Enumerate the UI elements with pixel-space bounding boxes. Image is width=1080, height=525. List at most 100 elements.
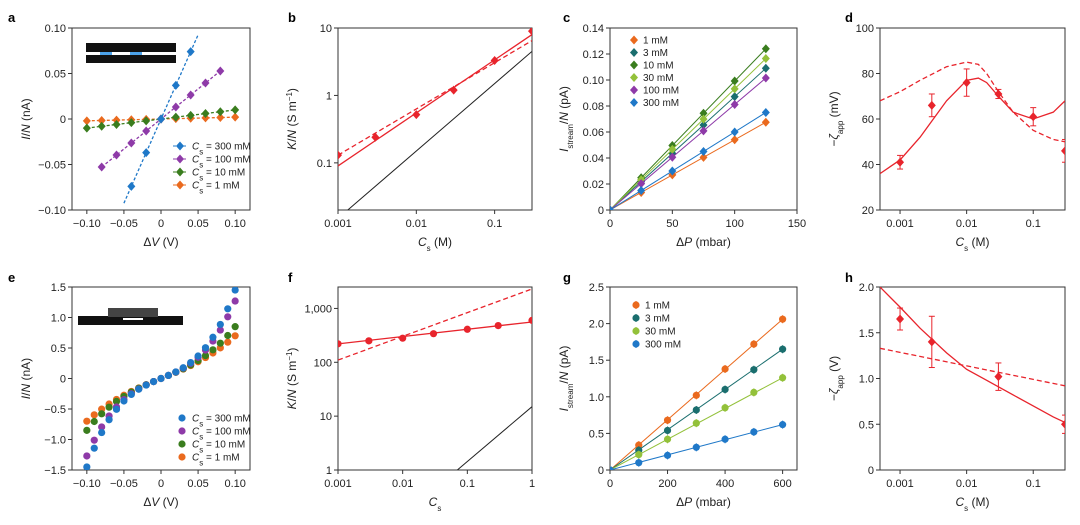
plot-frame xyxy=(337,286,533,471)
data-point xyxy=(399,334,407,342)
data-point xyxy=(98,428,106,437)
y-tick-label: 1.5 xyxy=(51,282,66,294)
y-tick-label: 0.5 xyxy=(859,419,874,431)
data-point xyxy=(692,406,700,414)
data-point xyxy=(142,381,150,389)
data-point xyxy=(1029,112,1038,122)
x-tick-label: 0.01 xyxy=(956,478,977,490)
y-tick-label: 0.5 xyxy=(51,343,66,355)
data-point xyxy=(171,80,180,90)
data-point xyxy=(721,365,729,373)
data-point xyxy=(338,340,342,348)
data-point xyxy=(610,466,614,470)
y-axis-label: K/N (S m−1) xyxy=(285,348,300,410)
y-axis-label: −ζapp (V) xyxy=(827,356,845,401)
data-point xyxy=(750,388,758,397)
data-point xyxy=(494,321,502,330)
x-tick-label: 100 xyxy=(725,218,743,230)
data-point xyxy=(721,435,729,443)
data-point xyxy=(668,152,677,162)
legend-label: 1 mM xyxy=(643,36,668,47)
legend-label: Cs = 10 mM xyxy=(192,168,245,183)
x-tick-label: 0.01 xyxy=(956,218,977,230)
x-tick-label: 600 xyxy=(773,478,791,490)
legend-marker xyxy=(178,414,186,422)
fit-line xyxy=(610,121,767,210)
data-point xyxy=(90,417,98,426)
x-tick-label: 0.001 xyxy=(886,218,914,230)
data-point xyxy=(699,108,708,118)
x-tick-label: −0.10 xyxy=(73,218,101,230)
y-tick-label: 2.0 xyxy=(589,319,604,331)
data-point xyxy=(216,107,225,117)
y-tick-label: 10 xyxy=(320,23,332,35)
y-tick-label: 0 xyxy=(598,465,604,477)
x-tick-label: 0.05 xyxy=(187,478,208,490)
data-point xyxy=(224,305,232,313)
legend-marker xyxy=(178,453,186,461)
legend-marker xyxy=(630,98,638,107)
data-point xyxy=(449,85,458,95)
data-point xyxy=(209,333,217,341)
legend-marker xyxy=(632,301,640,309)
data-point xyxy=(528,28,532,36)
data-point xyxy=(637,186,646,195)
x-tick-label: 0 xyxy=(607,218,613,230)
legend-label: Cs = 1 mM xyxy=(192,181,240,196)
x-tick-label: −0.10 xyxy=(73,478,101,490)
data-point xyxy=(635,451,643,459)
data-point xyxy=(721,404,729,412)
plot-area xyxy=(610,315,787,470)
plot-frame xyxy=(879,27,1066,211)
y-tick-label: 0.10 xyxy=(583,75,604,87)
x-tick-label: 0 xyxy=(158,218,164,230)
y-tick-label: 100 xyxy=(314,357,332,369)
legend-marker xyxy=(176,167,184,177)
y-tick-label: 0.12 xyxy=(583,49,604,61)
plot-area xyxy=(338,288,532,470)
data-point xyxy=(216,320,224,329)
legend-marker xyxy=(632,327,640,335)
y-tick-label: 0.08 xyxy=(583,101,604,113)
data-point xyxy=(779,315,787,323)
legend-marker xyxy=(176,141,184,151)
plot-frame xyxy=(337,27,533,211)
data-point xyxy=(231,323,239,331)
data-point xyxy=(761,73,770,83)
data-point xyxy=(429,330,438,338)
fit-solid xyxy=(880,287,1065,424)
panel-e: −0.10 −0.05 0 0.05 0.10 −1.5 −1.0 −0.5 0 0.5 1.0 1.… xyxy=(8,270,251,509)
bulk-line xyxy=(347,51,532,210)
y-tick-label: 0.04 xyxy=(583,153,604,165)
data-point xyxy=(98,423,106,431)
x-tick-label: 1 xyxy=(529,478,535,490)
y-tick-label: 1,000 xyxy=(304,303,332,315)
panel-g: 0 200 400 600 0 0.5 1.0 1.5 2.0 2.5 g ΔP (mbar) Istr… xyxy=(557,270,798,509)
data-point xyxy=(187,358,195,367)
plot-area xyxy=(610,44,770,210)
data-point xyxy=(201,78,210,88)
x-tick-label: 0.1 xyxy=(460,478,475,490)
data-point xyxy=(1061,146,1065,156)
data-point xyxy=(194,352,202,360)
data-point xyxy=(371,132,380,142)
data-point xyxy=(750,428,758,436)
data-point xyxy=(994,89,1003,99)
legend-marker xyxy=(176,154,184,164)
x-axis-label: ΔV (V) xyxy=(143,235,178,249)
fit-line xyxy=(610,112,767,210)
data-point xyxy=(142,148,151,158)
fit-dashed xyxy=(880,347,1065,387)
legend-label: Cs = 10 mM xyxy=(192,440,245,455)
legend-label: 10 mM xyxy=(643,61,674,72)
data-point xyxy=(97,121,106,131)
legend-label: 3 mM xyxy=(645,314,670,325)
data-point xyxy=(171,112,180,122)
x-tick-label: −0.05 xyxy=(110,478,138,490)
legend-marker xyxy=(176,180,184,190)
data-point xyxy=(463,325,471,333)
bulk-line xyxy=(456,406,532,470)
data-point xyxy=(224,338,232,346)
y-axis-label: −ζapp (mV) xyxy=(827,91,845,146)
data-point xyxy=(231,105,240,115)
